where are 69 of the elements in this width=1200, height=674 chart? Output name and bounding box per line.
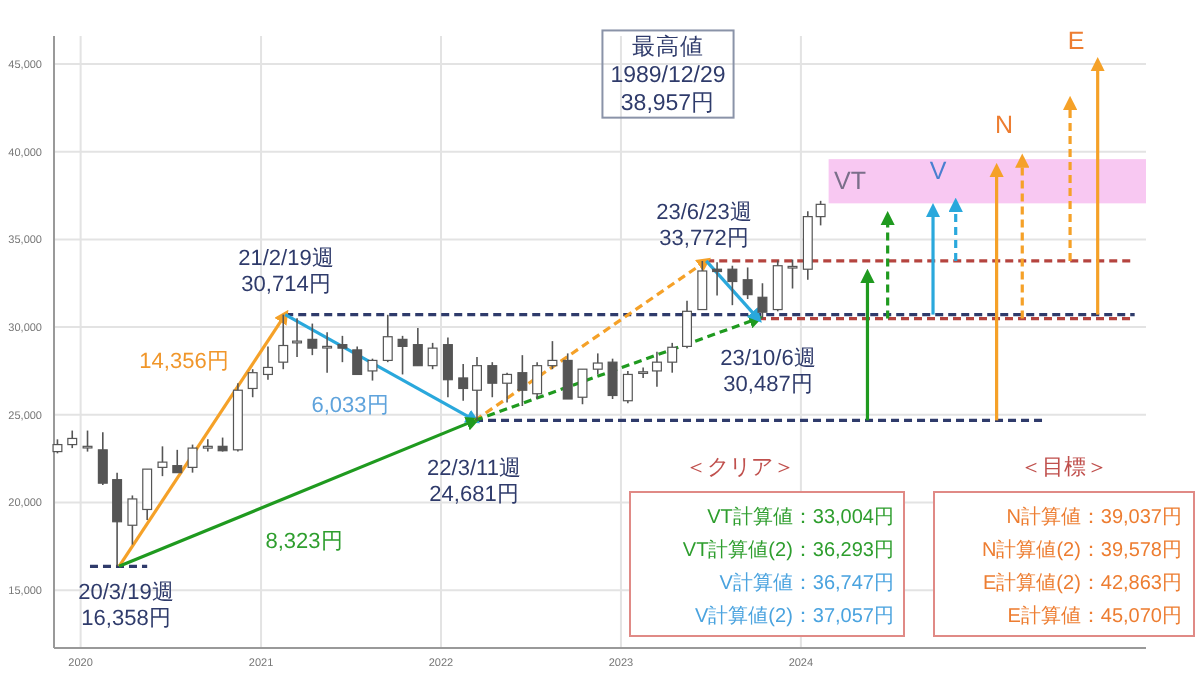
candlestick <box>697 260 708 311</box>
candlestick <box>97 431 108 486</box>
candlestick <box>727 264 738 306</box>
candlestick <box>322 331 333 374</box>
annotation: E計算値：45,070円 <box>1007 604 1182 628</box>
candlestick <box>157 445 168 477</box>
annotation: VT <box>834 166 867 195</box>
candlestick <box>472 356 482 422</box>
candlestick <box>532 361 543 400</box>
annotation: ＜目標＞ <box>1020 455 1108 480</box>
candlestick <box>352 345 363 376</box>
annotation: 20/3/19週 16,358円 <box>78 580 174 631</box>
candlestick <box>592 352 603 376</box>
annotation: E <box>1067 26 1085 55</box>
candlestick <box>262 345 273 381</box>
annotation: E計算値(2)：42,863円 <box>983 571 1182 595</box>
candlestick <box>142 468 153 521</box>
candlestick <box>307 322 318 356</box>
candlestick <box>247 368 258 399</box>
annotation: V計算値：36,747円 <box>719 571 894 595</box>
candlestick <box>517 354 528 407</box>
candlestick <box>337 335 348 363</box>
candlestick <box>547 340 558 370</box>
annotation: 14,356円 <box>139 349 229 374</box>
candlestick <box>112 471 123 568</box>
candlestick <box>442 336 453 399</box>
candlestick <box>382 314 393 363</box>
candlestick <box>172 449 183 474</box>
annotation: 21/2/19週 30,714円 <box>238 246 334 297</box>
annotation: V <box>929 156 948 185</box>
candlestick <box>622 370 633 404</box>
candlestick <box>187 443 198 474</box>
annotation: ＜クリア＞ <box>685 455 795 480</box>
candlestick <box>607 357 618 400</box>
annotation: 6,033円 <box>311 393 389 418</box>
candlestick <box>712 261 723 297</box>
annotation: N計算値：39,037円 <box>1006 505 1182 529</box>
annotation: 8,323円 <box>265 529 343 554</box>
candlestick <box>562 352 573 400</box>
annotation: 22/3/11週 24,681円 <box>427 456 521 507</box>
candlestick <box>127 494 138 546</box>
candlestick <box>757 282 768 320</box>
annotation: N計算値(2)：39,578円 <box>981 538 1182 562</box>
candlestick <box>787 258 798 290</box>
candlestick <box>427 342 438 370</box>
candlestick <box>487 361 498 399</box>
candlestick <box>502 371 513 404</box>
annotation: VT計算値：33,004円 <box>707 505 894 529</box>
annotation: N <box>994 110 1014 139</box>
candlestick <box>278 313 289 370</box>
candlestick <box>412 327 423 367</box>
annotation: 最高値 1989/12/29 38,957円 <box>610 32 726 116</box>
candlestick <box>458 363 469 402</box>
candlestick <box>772 259 783 313</box>
candlestick <box>638 366 649 379</box>
candlestick <box>292 317 303 358</box>
candlestick <box>202 438 213 453</box>
candlestick <box>82 429 93 453</box>
candlestick <box>367 357 378 382</box>
candlestick <box>682 299 693 349</box>
annotation: 23/6/23週 33,772円 <box>656 200 752 251</box>
candlestick <box>651 350 662 388</box>
annotation: V計算値(2)：37,057円 <box>695 604 894 628</box>
annotation: 23/10/6週 30,487円 <box>720 346 816 397</box>
candlestick <box>667 342 678 374</box>
candlestick <box>577 368 588 406</box>
candlestick <box>397 335 408 376</box>
candlestick <box>742 266 753 300</box>
annotation: VT計算値(2)：36,293円 <box>682 538 894 562</box>
